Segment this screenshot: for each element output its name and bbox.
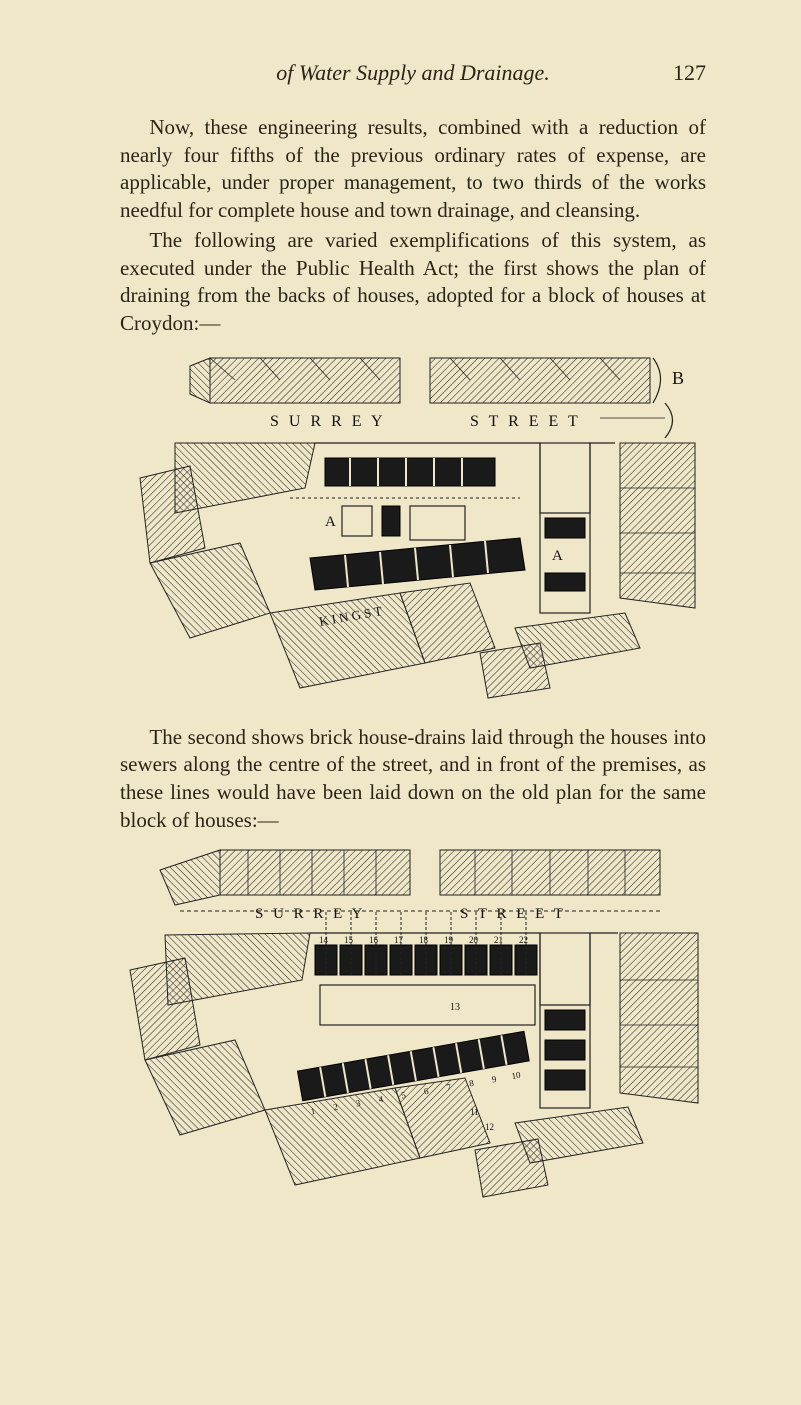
- figure-1: B S U R R E Y S T R E E T: [120, 348, 706, 708]
- page-number: 127: [666, 60, 706, 86]
- num-16: 16: [369, 935, 379, 945]
- label-b: B: [672, 368, 684, 388]
- upper-terrace-left: [190, 358, 400, 403]
- running-head: of Water Supply and Drainage. 127: [120, 60, 706, 86]
- running-title: of Water Supply and Drainage.: [120, 60, 666, 86]
- street-label-street-1: S T R E E T: [470, 413, 581, 430]
- label-a2: A: [552, 548, 563, 564]
- body-text-block-1: Now, these engineering results, combined…: [120, 114, 706, 338]
- main-block: A A: [140, 443, 695, 698]
- label-a1: A: [325, 514, 336, 530]
- num-19: 19: [444, 935, 454, 945]
- paragraph-2: The following are varied exemplification…: [120, 227, 706, 338]
- upper-terrace-right: [430, 358, 650, 403]
- num-22: 22: [519, 935, 528, 945]
- num-9: 9: [491, 1073, 498, 1084]
- num-8: 8: [468, 1077, 475, 1088]
- num-21: 21: [494, 935, 503, 945]
- paragraph-3: The second shows brick house-drains laid…: [120, 724, 706, 835]
- num-14: 14: [319, 935, 329, 945]
- num-18: 18: [419, 935, 429, 945]
- num-15: 15: [344, 935, 354, 945]
- drainage-plan-croydon-svg: B S U R R E Y S T R E E T: [120, 348, 706, 708]
- num-20: 20: [469, 935, 479, 945]
- street-label-surrey-1: S U R R E Y: [270, 413, 386, 430]
- paragraph-1: Now, these engineering results, combined…: [120, 114, 706, 225]
- main-block-2: 14 15 16 17 18 19 20 21 22: [130, 911, 698, 1197]
- num-10: 10: [511, 1069, 522, 1080]
- bracket-b: [653, 358, 661, 403]
- drainage-plan-old-svg: S U R R E Y S T R E E T: [120, 845, 706, 1205]
- num-13: 13: [450, 1002, 460, 1013]
- num-17: 17: [394, 935, 404, 945]
- street-label-surrey-2: S U R R E Y: [255, 906, 365, 922]
- num-12: 12: [485, 1122, 494, 1132]
- scanned-page: of Water Supply and Drainage. 127 Now, t…: [0, 0, 801, 1405]
- body-text-block-2: The second shows brick house-drains laid…: [120, 724, 706, 835]
- num-11: 11: [470, 1107, 479, 1117]
- upper-terrace-left-2: [160, 850, 410, 905]
- figure-2: S U R R E Y S T R E E T: [120, 845, 706, 1205]
- upper-terrace-right-2: [440, 850, 660, 895]
